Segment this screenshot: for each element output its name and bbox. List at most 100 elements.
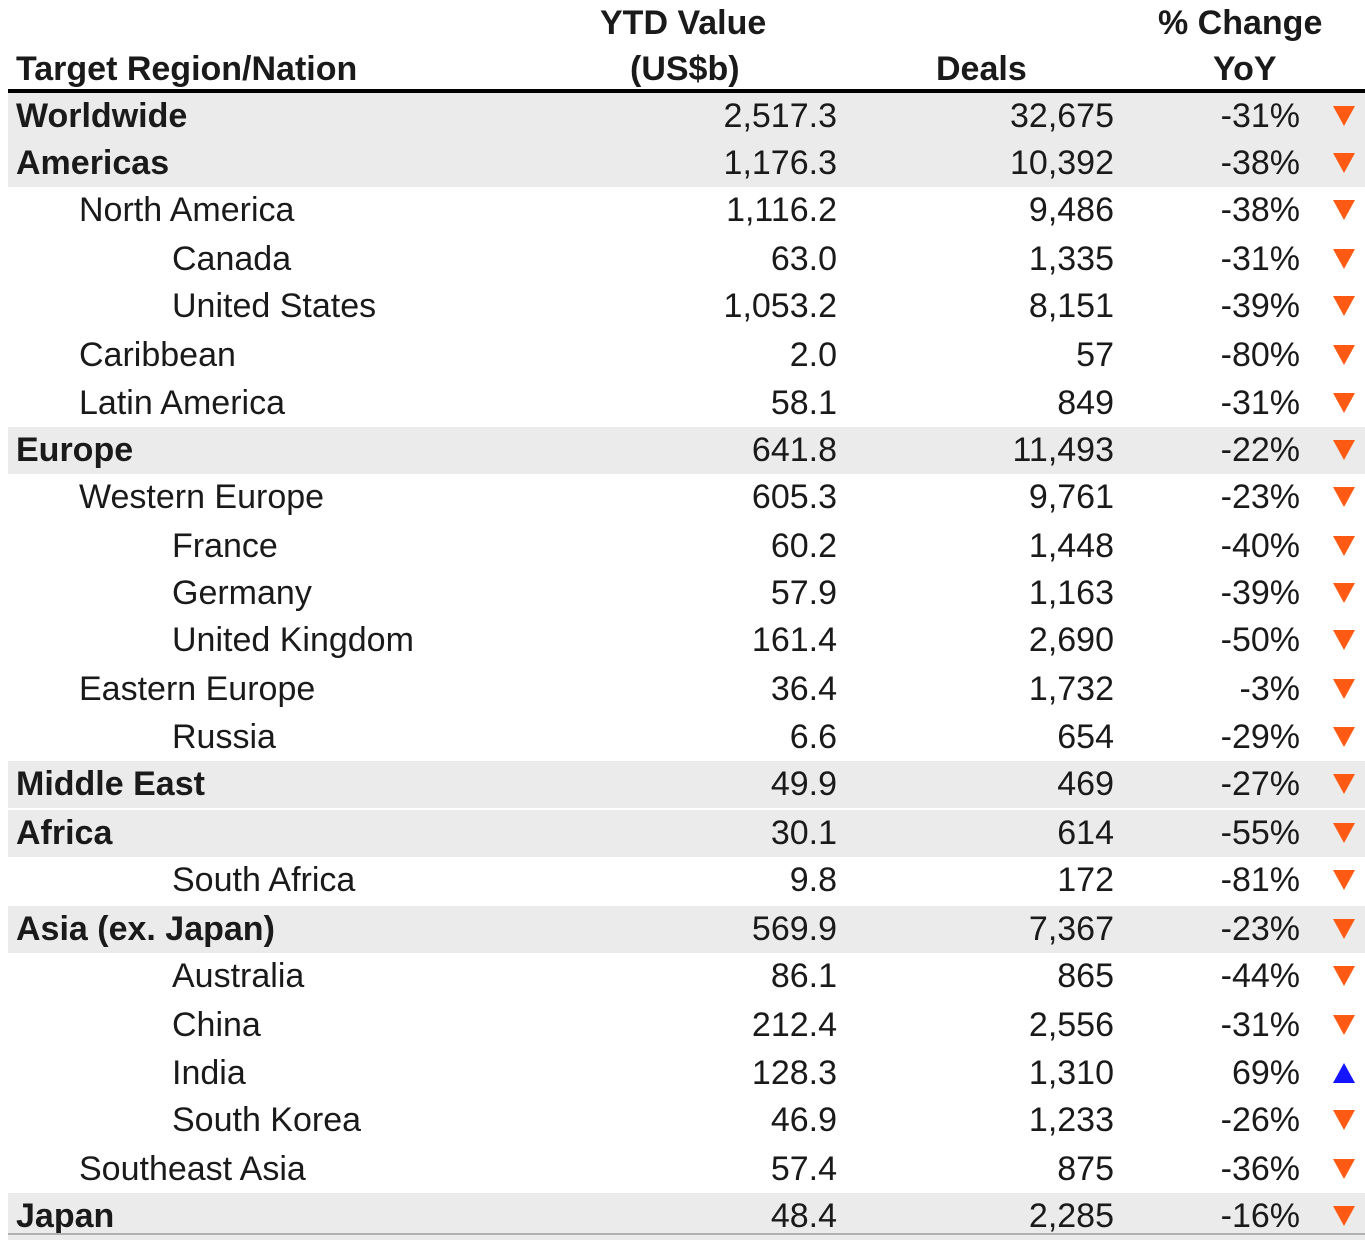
region-name: Africa xyxy=(16,814,113,852)
down-arrow-shape xyxy=(1333,296,1355,316)
down-arrow-icon xyxy=(1333,393,1355,413)
table-row: France 60.2 1,448 -40% xyxy=(8,523,1365,570)
deal-count: 1,335 xyxy=(1028,240,1114,278)
deal-count: 11,493 xyxy=(1012,431,1114,469)
down-arrow-icon xyxy=(1333,870,1355,890)
table-row: Australia 86.1 865 -44% xyxy=(8,953,1365,1000)
yoy-change: -81% xyxy=(1220,861,1300,899)
down-arrow-icon xyxy=(1333,1015,1355,1035)
down-arrow-icon xyxy=(1333,536,1355,556)
down-arrow-shape xyxy=(1333,1110,1355,1130)
header-change-line1: % Change xyxy=(1158,4,1323,42)
yoy-change: -50% xyxy=(1220,621,1300,659)
ytd-value: 86.1 xyxy=(770,957,837,995)
table-row: Western Europe 605.3 9,761 -23% xyxy=(8,474,1365,521)
table-row: Asia (ex. Japan) 569.9 7,367 -23% xyxy=(8,906,1365,953)
region-name: Europe xyxy=(16,431,134,469)
yoy-change: -31% xyxy=(1220,1006,1300,1044)
deal-count: 1,732 xyxy=(1028,670,1114,708)
down-arrow-icon xyxy=(1333,679,1355,699)
down-arrow-icon xyxy=(1333,106,1355,126)
region-name: Caribbean xyxy=(79,336,236,374)
table-row: United States 1,053.2 8,151 -39% xyxy=(8,283,1365,330)
table-row: Americas 1,176.3 10,392 -38% xyxy=(8,140,1365,187)
ytd-value: 2.0 xyxy=(789,336,837,374)
deal-count: 1,233 xyxy=(1028,1101,1114,1139)
yoy-change: -80% xyxy=(1220,336,1300,374)
yoy-change: -31% xyxy=(1220,97,1300,135)
down-arrow-icon xyxy=(1333,823,1355,843)
region-name: South Africa xyxy=(172,861,356,899)
ytd-value: 9.8 xyxy=(789,861,837,899)
deal-count: 469 xyxy=(1057,765,1114,803)
region-name: United States xyxy=(172,287,377,325)
yoy-change: -39% xyxy=(1220,287,1300,325)
down-arrow-shape xyxy=(1333,679,1355,699)
region-name: Japan xyxy=(16,1197,115,1235)
ytd-value: 569.9 xyxy=(751,910,837,948)
region-name: Americas xyxy=(16,144,170,182)
down-arrow-icon xyxy=(1333,774,1355,794)
yoy-change: -44% xyxy=(1220,957,1300,995)
ytd-value: 49.9 xyxy=(770,765,837,803)
yoy-change: -55% xyxy=(1220,814,1300,852)
down-arrow-shape xyxy=(1333,345,1355,365)
down-arrow-shape xyxy=(1333,919,1355,939)
yoy-change: -29% xyxy=(1220,718,1300,756)
down-arrow-icon xyxy=(1333,1110,1355,1130)
region-name: South Korea xyxy=(172,1101,362,1139)
up-arrow-icon xyxy=(1333,1063,1355,1083)
down-arrow-shape xyxy=(1333,200,1355,220)
header-deals: Deals xyxy=(936,50,1027,88)
table-row: Japan 48.4 2,285 -16% xyxy=(8,1193,1365,1240)
deal-count: 2,690 xyxy=(1028,621,1114,659)
down-arrow-icon xyxy=(1333,919,1355,939)
down-arrow-shape xyxy=(1333,774,1355,794)
down-arrow-shape xyxy=(1333,583,1355,603)
table-row: China 212.4 2,556 -31% xyxy=(8,1002,1365,1049)
deal-count: 875 xyxy=(1057,1150,1114,1188)
table-row: Caribbean 2.0 57 -80% xyxy=(8,332,1365,379)
deals-table: Target Region/Nation YTD Value (US$b) De… xyxy=(8,0,1365,1240)
region-name: Canada xyxy=(172,240,292,278)
table-row: Canada 63.0 1,335 -31% xyxy=(8,236,1365,283)
down-arrow-shape xyxy=(1333,870,1355,890)
deal-count: 9,761 xyxy=(1028,478,1114,516)
bottom-rule xyxy=(8,1233,1365,1235)
deal-count: 9,486 xyxy=(1028,191,1114,229)
ytd-value: 161.4 xyxy=(751,621,837,659)
region-name: Russia xyxy=(172,718,276,756)
header-change-line2: YoY xyxy=(1213,50,1277,88)
ytd-value: 1,116.2 xyxy=(726,191,837,229)
deal-count: 32,675 xyxy=(1010,97,1114,135)
ytd-value: 6.6 xyxy=(789,718,837,756)
ytd-value: 605.3 xyxy=(751,478,837,516)
down-arrow-icon xyxy=(1333,1206,1355,1226)
region-name: Latin America xyxy=(79,384,285,422)
deal-count: 849 xyxy=(1057,384,1114,422)
region-name: Germany xyxy=(172,574,312,612)
yoy-change: -31% xyxy=(1220,384,1300,422)
down-arrow-shape xyxy=(1333,727,1355,747)
deal-count: 172 xyxy=(1057,861,1114,899)
yoy-change: -38% xyxy=(1220,191,1300,229)
down-arrow-icon xyxy=(1333,345,1355,365)
yoy-change: -23% xyxy=(1220,910,1300,948)
down-arrow-icon xyxy=(1333,1159,1355,1179)
down-arrow-shape xyxy=(1333,1159,1355,1179)
down-arrow-icon xyxy=(1333,296,1355,316)
down-arrow-icon xyxy=(1333,440,1355,460)
ytd-value: 641.8 xyxy=(751,431,837,469)
yoy-change: -27% xyxy=(1220,765,1300,803)
deal-count: 865 xyxy=(1057,957,1114,995)
region-name: United Kingdom xyxy=(172,621,414,659)
down-arrow-shape xyxy=(1333,153,1355,173)
ytd-value: 36.4 xyxy=(770,670,837,708)
up-arrow-shape xyxy=(1333,1063,1355,1083)
yoy-change: -3% xyxy=(1239,670,1300,708)
region-name: Asia (ex. Japan) xyxy=(16,910,275,948)
table-row: Worldwide 2,517.3 32,675 -31% xyxy=(8,93,1365,140)
deal-count: 57 xyxy=(1076,336,1114,374)
ytd-value: 48.4 xyxy=(770,1197,837,1235)
deal-count: 10,392 xyxy=(1010,144,1114,182)
